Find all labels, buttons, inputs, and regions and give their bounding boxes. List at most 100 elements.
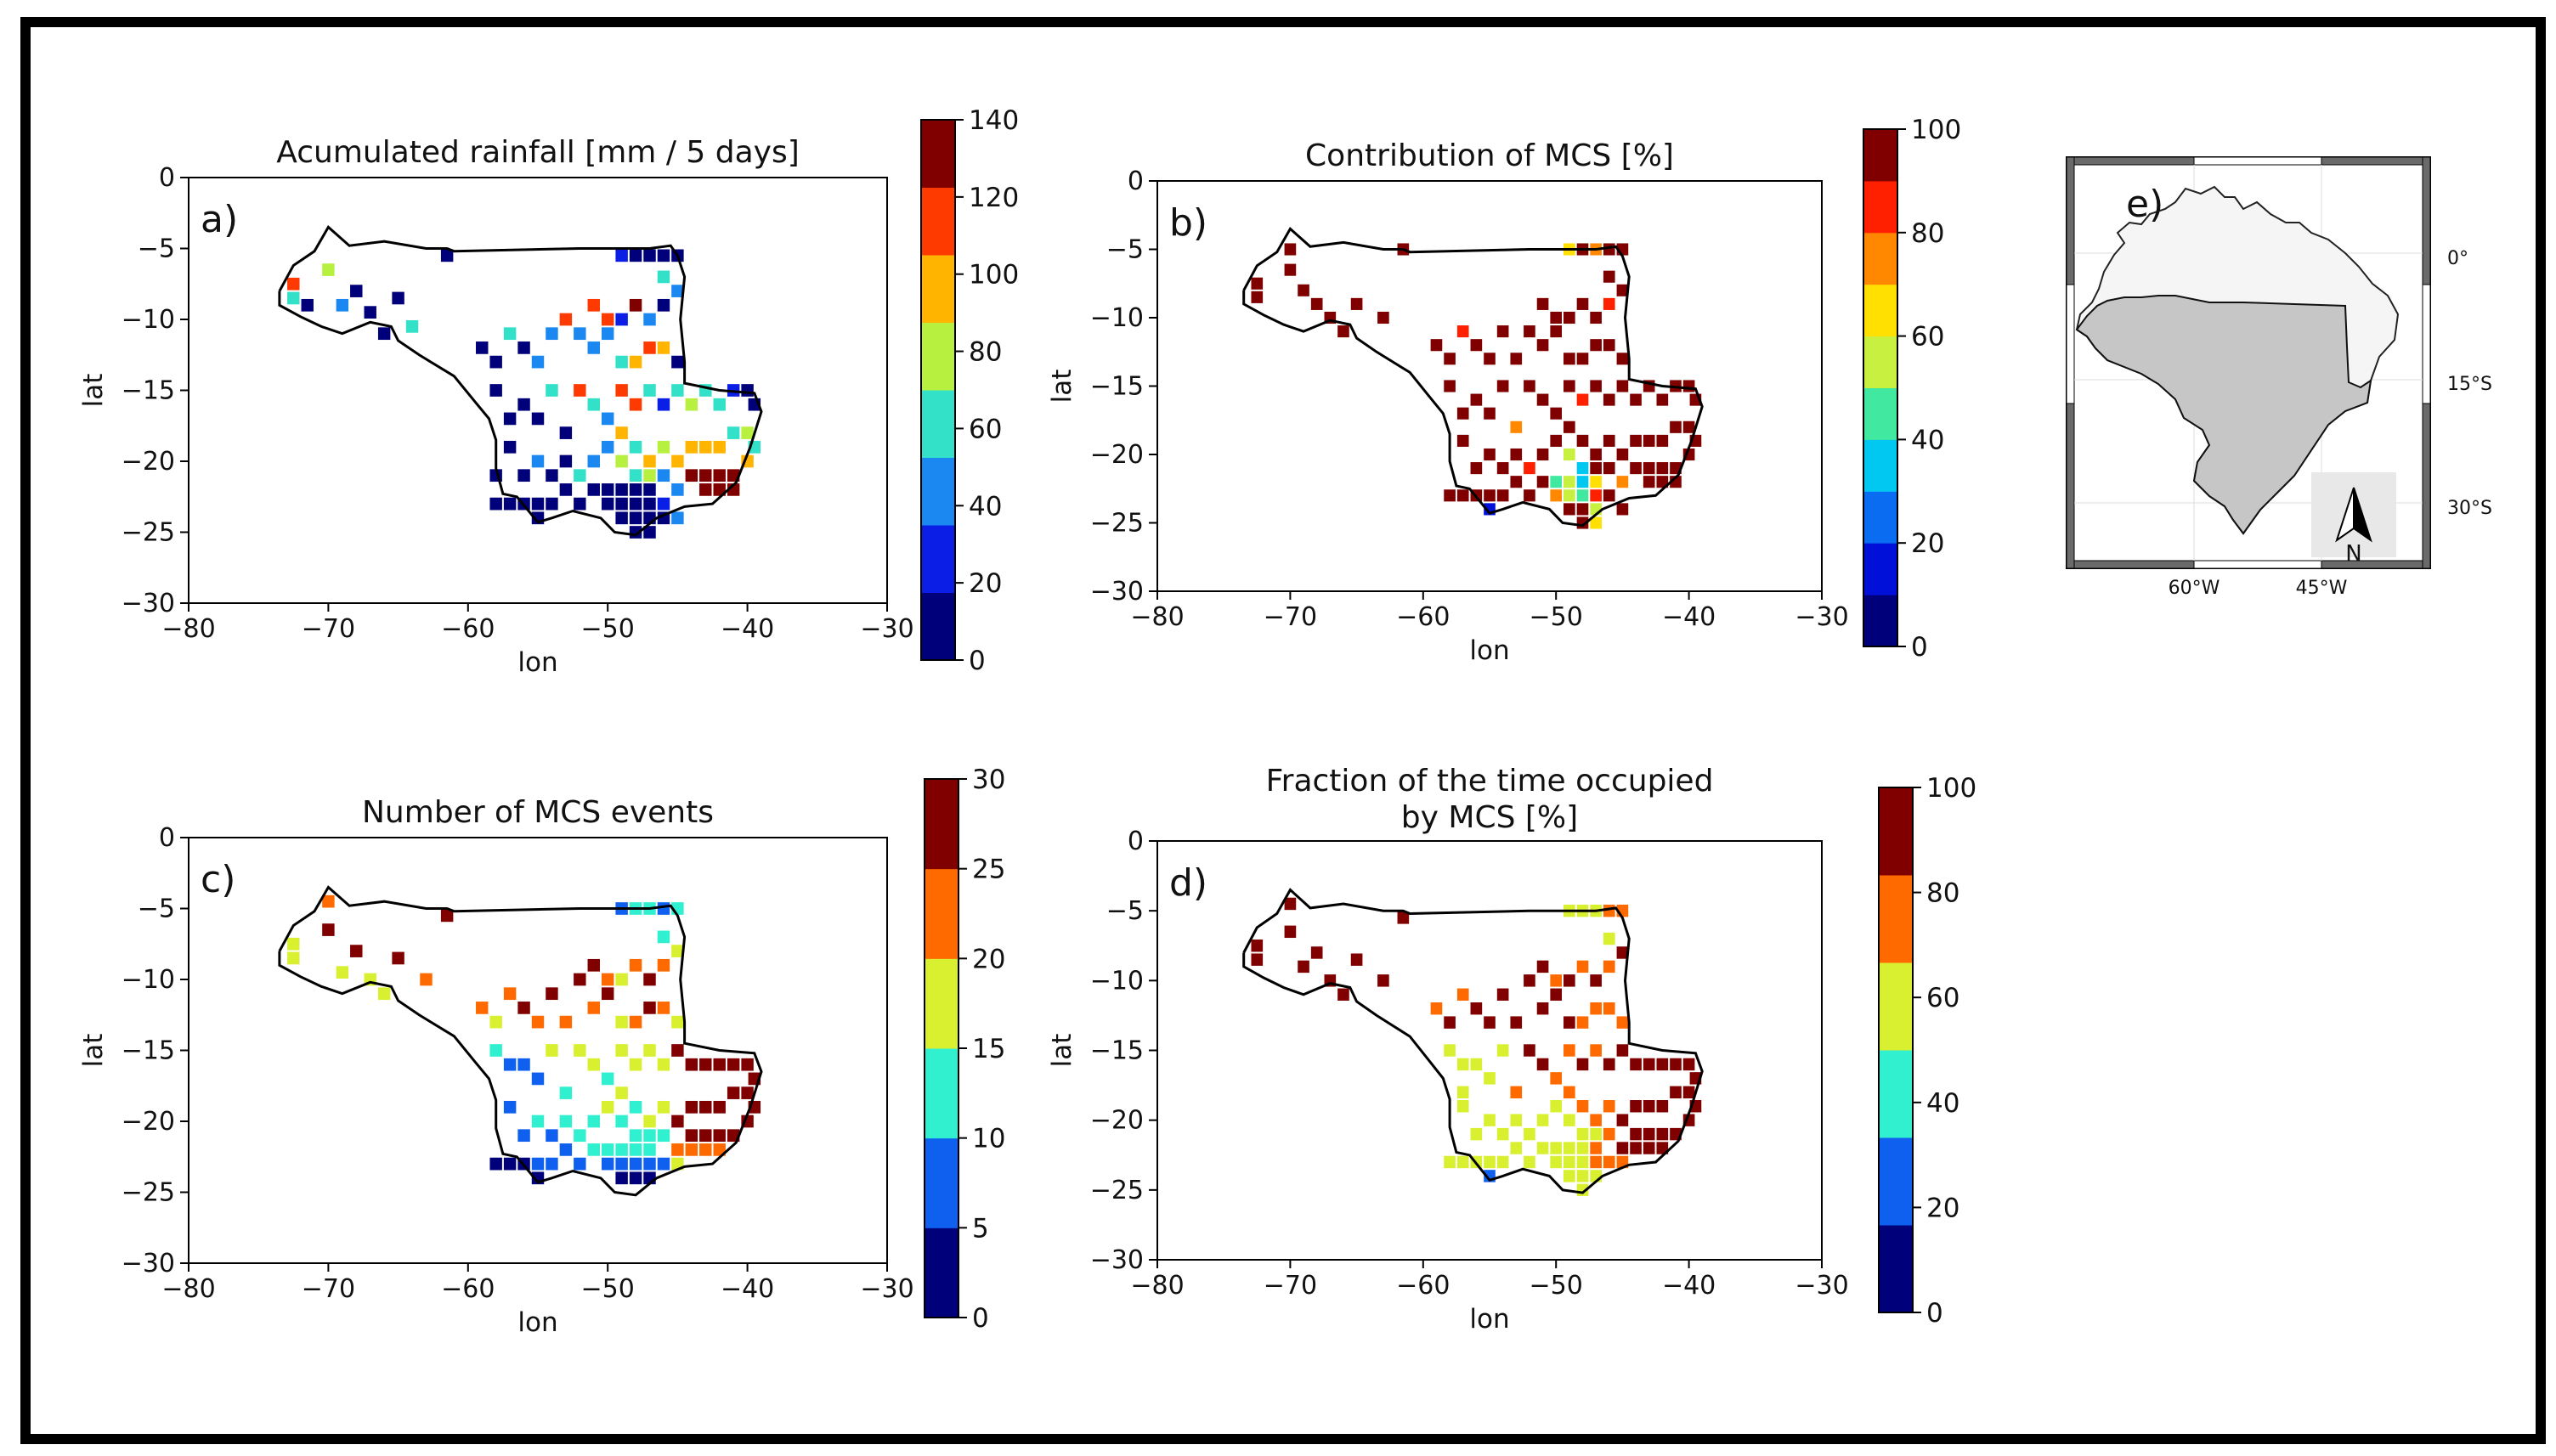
grid-cell <box>1337 988 1349 1001</box>
grid-cell <box>741 1058 754 1071</box>
grid-cell <box>587 958 600 972</box>
grid-cell <box>685 1100 698 1114</box>
grid-cell <box>440 249 454 262</box>
grid-cell <box>364 306 376 319</box>
grid-cell <box>1456 988 1469 1001</box>
grid-cell <box>1550 489 1563 502</box>
grid-cell <box>377 327 391 341</box>
map-border-bar <box>2066 403 2075 569</box>
grid-cell <box>546 987 558 1001</box>
colorbar-tick-label: 30 <box>972 765 1005 795</box>
grid-cell <box>1616 1044 1629 1057</box>
region-outline <box>278 885 763 1197</box>
grid-cell <box>643 249 656 262</box>
grid-cell <box>671 1143 684 1156</box>
grid-cell <box>1564 380 1575 392</box>
grid-cell <box>615 249 628 262</box>
grid-cell <box>713 1058 726 1071</box>
grid-cell <box>1536 960 1549 973</box>
grid-cell <box>546 1129 558 1143</box>
y-axis-label: lat <box>1047 370 1077 404</box>
grid-cell <box>1603 393 1615 406</box>
grid-cell <box>574 1129 586 1143</box>
map-border-bar <box>2193 156 2322 166</box>
grid-cell <box>503 327 517 341</box>
grid-cell <box>1576 1127 1589 1141</box>
grid-cell <box>1496 988 1509 1001</box>
grid-cell <box>1643 1127 1655 1141</box>
map-border-bar <box>2066 560 2195 569</box>
grid-cell <box>1576 353 1589 365</box>
grid-cell <box>1456 407 1469 420</box>
grid-cell <box>336 966 349 979</box>
colorbar-tick-label: 120 <box>969 183 1019 213</box>
x-tick-label: −40 <box>721 1274 774 1304</box>
grid-cell <box>1603 1100 1615 1113</box>
grid-cell <box>1564 1044 1575 1057</box>
colorbar-tick-label: 5 <box>972 1213 989 1244</box>
grid-cell <box>643 483 656 496</box>
grid-cell <box>685 440 698 454</box>
panel-title-line-1: Fraction of the time occupied <box>1266 764 1714 799</box>
y-tick-label: −10 <box>1090 966 1144 996</box>
axes-background <box>189 178 887 603</box>
grid-cell <box>657 249 670 262</box>
grid-cell <box>476 1002 489 1014</box>
y-axis-label: lat <box>78 374 109 408</box>
grid-cell <box>489 1044 502 1057</box>
x-tick-label: −40 <box>1662 1271 1716 1301</box>
colorbar-segment <box>1863 180 1897 234</box>
grid-cell <box>1603 339 1615 352</box>
grid-cell <box>1576 489 1589 502</box>
panel-b: −80 −70 −60 −50 −40 −30−30−25−20−15−10−50lonl… <box>1047 115 1961 666</box>
grid-cell <box>1456 434 1469 447</box>
grid-cell <box>657 930 670 944</box>
grid-cell <box>1564 974 1575 987</box>
grid-cell <box>657 1002 670 1014</box>
grid-cell <box>574 384 586 397</box>
panel-label: b) <box>1169 201 1207 245</box>
grid-cell <box>587 298 600 312</box>
grid-cell <box>1603 489 1615 502</box>
grid-cell <box>1484 1155 1496 1169</box>
colorbar-segment <box>921 322 955 391</box>
grid-cell <box>1643 1142 1655 1154</box>
grid-cell <box>531 497 545 511</box>
colorbar-tick-label: 40 <box>969 491 1002 522</box>
grid-cell <box>1536 476 1549 488</box>
grid-cell <box>615 1015 628 1029</box>
grid-cell <box>1576 1058 1589 1071</box>
colorbar-tick-label: 60 <box>1926 983 1959 1013</box>
grid-cell <box>629 1058 642 1071</box>
colorbar-segment <box>1879 1137 1913 1226</box>
grid-cell <box>440 909 454 923</box>
grid-cell <box>713 1100 726 1114</box>
colorbar-segment <box>925 1137 958 1228</box>
grid-cell <box>1616 1142 1629 1154</box>
grid-cell <box>1656 1100 1669 1113</box>
colorbar-tick-label: 0 <box>1926 1298 1943 1329</box>
grid-cell <box>1590 1002 1602 1015</box>
north-arrow-label: N <box>2345 541 2361 567</box>
y-tick-label: −25 <box>122 518 175 548</box>
grid-cell <box>671 945 684 957</box>
map-border-bar <box>2066 284 2075 404</box>
y-tick-label: −30 <box>122 1249 175 1278</box>
grid-cell <box>1484 489 1496 502</box>
colorbar-tick-label: 20 <box>969 568 1002 599</box>
grid-cell <box>1536 393 1549 406</box>
colorbar-tick-label: 20 <box>1926 1193 1959 1223</box>
grid-cell <box>559 454 573 468</box>
grid-cell <box>643 469 656 483</box>
x-tick-label: −60 <box>441 614 495 644</box>
grid-cell <box>587 1143 600 1156</box>
grid-cell <box>657 341 670 354</box>
colorbar-tick-label: 100 <box>1911 115 1961 145</box>
region-outline <box>1242 227 1704 528</box>
map-border-bar <box>2066 156 2075 285</box>
x-tick-label: −50 <box>581 614 635 644</box>
grid-cell <box>657 1129 670 1143</box>
grid-cell <box>1656 1142 1669 1154</box>
colorbar-tick-label: 20 <box>1911 528 1944 559</box>
colorbar-tick-label: 40 <box>1926 1088 1959 1119</box>
